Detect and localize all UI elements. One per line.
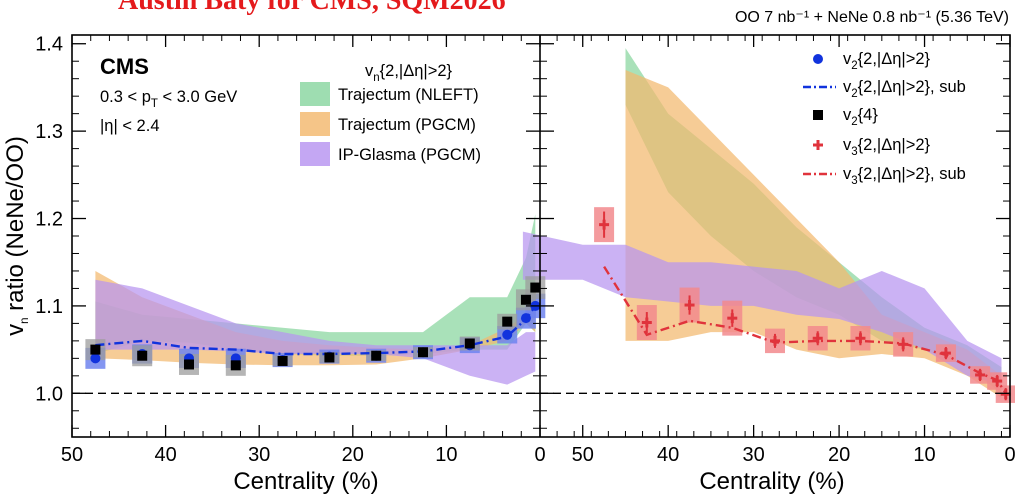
right-x-tick-label: 20 xyxy=(828,444,850,466)
right-data-marks xyxy=(594,207,1015,403)
v2-4-point xyxy=(324,352,335,363)
left-model-bands xyxy=(95,214,536,385)
v2-2pc-point xyxy=(520,313,531,324)
luminosity-label: OO 7 nb⁻¹ + NeNe 0.8 nb⁻¹ (5.36 TeV) xyxy=(735,9,1009,26)
y-tick-label: 1.0 xyxy=(35,383,63,405)
legend-swatch xyxy=(300,142,330,166)
v2-4-point xyxy=(502,316,513,327)
right-x-axis-title: Centrality (%) xyxy=(699,468,844,495)
left-x-tick-label: 10 xyxy=(435,444,457,466)
left-x-tick-label: 40 xyxy=(154,444,176,466)
right-model-bands xyxy=(522,48,1002,398)
band-ip-glasma-pgcm xyxy=(522,231,1002,385)
y-tick-label: 1.1 xyxy=(35,296,63,318)
right-x-tick-label: 50 xyxy=(572,444,594,466)
right-x-tick-label: 10 xyxy=(913,444,935,466)
right-x-tick-label: 0 xyxy=(1004,444,1015,466)
left-x-tick-label: 30 xyxy=(248,444,270,466)
legend-v2-4-marker xyxy=(813,110,823,120)
axes: 50 40 30 20 10 0 Centrality (%) 50 40 30 20 10 0 Cent… xyxy=(2,34,1015,495)
v2-4-point xyxy=(137,350,148,361)
v3-2pc-sub-line xyxy=(603,265,1007,394)
left-x-axis-title: Centrality (%) xyxy=(233,468,378,495)
y-tick-label: 1.4 xyxy=(35,34,63,56)
left-x-tick-label: 20 xyxy=(342,444,364,466)
v2-4-point xyxy=(464,338,475,349)
legend-label: Trajectum (NLEFT) xyxy=(338,86,479,104)
v2-4-point xyxy=(184,359,194,370)
v2-2pc-point xyxy=(502,329,513,340)
v2-2pc-point xyxy=(90,353,101,364)
y-tick-label: 1.2 xyxy=(35,209,63,231)
legend-swatch xyxy=(300,112,330,136)
right-legend: v2​{2,|Δη|>2} v2​{2,|Δη|>2}, sub v2​{4} v3​… xyxy=(803,50,966,187)
eta-cut-label: |η| < 2.4 xyxy=(100,117,160,135)
pt-cut-label: 0.3 < pT​ < 3.0 GeV xyxy=(100,88,237,110)
y-axis-title: vn​ ratio (NeNe/OO) xyxy=(2,136,31,336)
legend-label: v2​{2,|Δη|>2} xyxy=(843,50,931,72)
legend-swatch xyxy=(300,82,330,106)
band-trajectum-pgcm xyxy=(625,70,1002,398)
left-x-tick-label: 0 xyxy=(534,444,545,466)
right-x-tick-label: 40 xyxy=(657,444,679,466)
legend-label: v2​{4} xyxy=(843,106,878,128)
v2-4-point xyxy=(230,360,241,371)
right-x-tick-label: 30 xyxy=(743,444,765,466)
v2-4-point xyxy=(418,347,428,358)
left-legend: vn​{2,|Δη|>2} Trajectum (NLEFT) Trajectum … xyxy=(300,62,481,166)
y-tick-label: 1.3 xyxy=(35,121,63,143)
v2-4-point xyxy=(520,294,531,305)
v2-4-point xyxy=(277,355,288,366)
cms-label: CMS xyxy=(100,54,149,79)
left-x-tick-label: 50 xyxy=(61,444,83,466)
legend-label: Trajectum (PGCM) xyxy=(338,116,476,134)
v2-4-point xyxy=(90,344,101,355)
v2-4-point xyxy=(371,350,382,361)
legend-label: IP-Glasma (PGCM) xyxy=(338,146,481,164)
legend-label: v3​{2,|Δη|>2}, sub xyxy=(843,165,966,187)
legend-v2-2pc-marker xyxy=(813,54,823,64)
legend-label: v3​{2,|Δη|>2} xyxy=(843,136,931,158)
legend-header: vn​{2,|Δη|>2} xyxy=(365,62,453,84)
v2-4-point xyxy=(530,282,541,293)
legend-label: v2​{2,|Δη|>2}, sub xyxy=(843,78,966,100)
banner-title: Austin Baty for CMS, SQM2026 xyxy=(118,0,506,16)
